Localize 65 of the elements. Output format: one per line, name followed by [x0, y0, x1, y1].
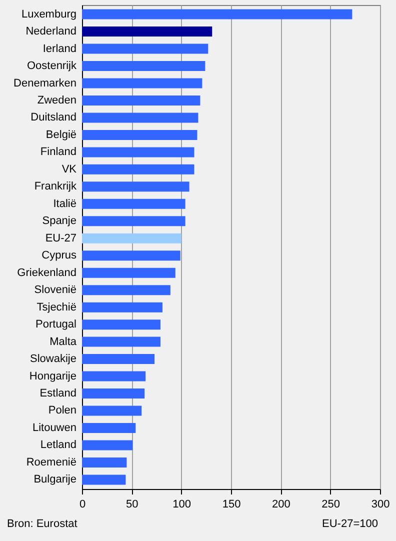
bar — [82, 457, 127, 468]
y-tick-label: EU-27 — [45, 232, 76, 244]
bar — [82, 388, 145, 399]
y-tick-label: Estland — [40, 388, 76, 400]
y-tick-label: Duitsland — [30, 112, 76, 124]
y-tick-label: Malta — [50, 336, 78, 348]
y-tick-label: Slovenië — [34, 284, 76, 296]
bar — [82, 198, 186, 209]
y-tick-label: Cyprus — [42, 250, 77, 262]
bar — [82, 26, 212, 37]
y-tick-label: Roemenië — [26, 456, 76, 468]
bar — [82, 268, 176, 278]
text: EU-27=100 — [322, 518, 378, 530]
y-tick-label: Spanje — [42, 215, 76, 228]
bar — [82, 406, 142, 416]
x-tick-label: 50 — [126, 498, 138, 510]
x-tick-label: 300 — [371, 498, 390, 510]
bar — [82, 164, 194, 174]
y-tick-label: Litouwen — [32, 422, 76, 434]
y-tick-label: Oostenrijk — [26, 60, 77, 72]
y-tick-label: Ierland — [42, 42, 76, 55]
y-tick-label: Polen — [48, 404, 76, 417]
y-tick-label: Finland — [40, 146, 76, 158]
bar — [82, 182, 190, 192]
bar — [82, 354, 155, 364]
x-tick-label: 200 — [272, 498, 290, 510]
text: Bron: Eurostat — [7, 518, 78, 530]
y-tick-label: Nederland — [26, 26, 76, 38]
y-tick-label: VK — [62, 163, 78, 176]
y-tick-label: Luxemburg — [21, 8, 76, 20]
bar — [82, 216, 186, 226]
bar — [82, 44, 208, 54]
bar — [82, 233, 182, 244]
y-tick-label: Slowakije — [30, 353, 76, 366]
bar — [82, 474, 126, 485]
bar — [82, 440, 133, 450]
bar — [82, 250, 180, 261]
y-tick-label: Zweden — [37, 94, 76, 106]
y-tick-label: Tsjechië — [36, 301, 76, 314]
bar — [82, 302, 162, 312]
bar — [82, 9, 352, 20]
bar — [82, 285, 170, 296]
x-tick-label: 150 — [222, 498, 241, 510]
bar — [82, 78, 202, 88]
bar — [82, 147, 194, 158]
x-tick-label: 250 — [322, 498, 340, 510]
bar — [82, 320, 160, 330]
bar — [82, 112, 198, 123]
y-tick-label: Griekenland — [17, 266, 76, 279]
bar — [82, 61, 206, 72]
bar — [82, 422, 136, 433]
y-tick-label: Italië — [53, 198, 76, 210]
y-tick-label: Hongarije — [29, 370, 76, 382]
x-tick-label: 100 — [172, 498, 192, 510]
bar — [82, 95, 200, 106]
y-tick-label: Bulgarije — [34, 474, 76, 486]
bar — [82, 130, 198, 140]
y-tick-label: Denemarken — [14, 77, 76, 90]
y-tick-label: België — [46, 128, 76, 141]
bar — [82, 336, 160, 347]
x-tick-label: 0 — [79, 498, 86, 510]
y-tick-label: Portugal — [36, 318, 76, 331]
y-tick-label: Frankrijk — [34, 180, 77, 193]
bar — [82, 371, 146, 382]
y-tick-label: Letland — [40, 439, 76, 452]
